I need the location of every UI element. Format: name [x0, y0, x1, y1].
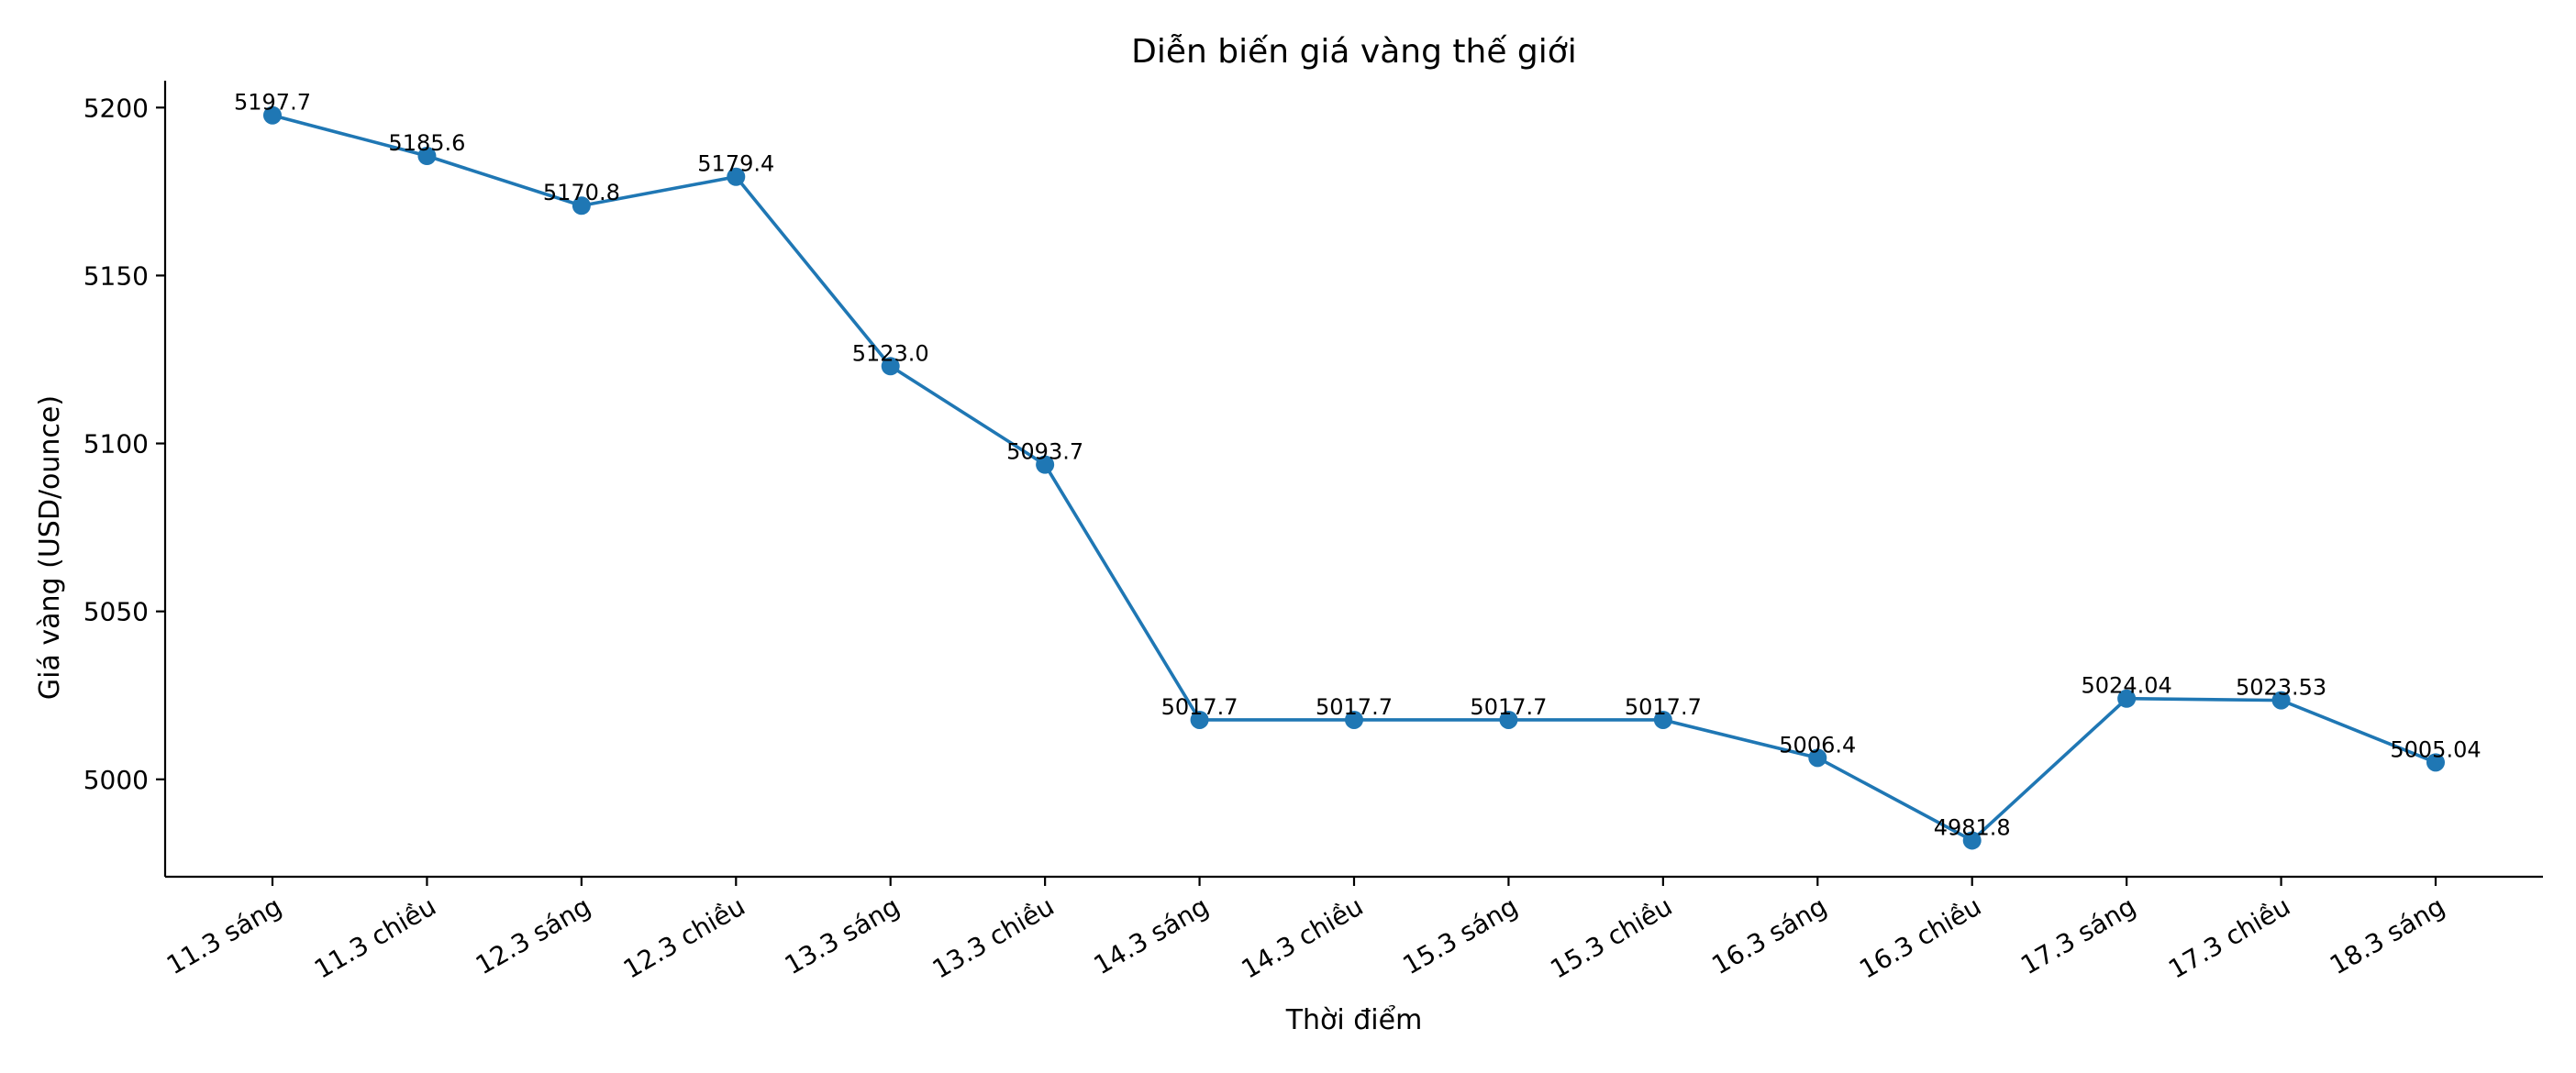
x-tick-label: 18.3 sáng [2325, 890, 2449, 980]
data-label: 5123.0 [852, 340, 929, 366]
data-point [2271, 691, 2291, 710]
data-label: 5017.7 [1470, 694, 1547, 720]
y-tick-label: 5050 [83, 597, 149, 627]
data-point [1499, 710, 1518, 729]
x-tick-label: 13.3 sáng [780, 890, 905, 980]
y-tick-label: 5000 [83, 765, 149, 795]
y-tick-label: 5150 [83, 260, 149, 291]
x-tick-label: 14.3 sáng [1089, 890, 1214, 980]
x-tick-label: 16.3 sáng [1706, 890, 1831, 980]
data-point [1036, 455, 1055, 474]
data-label: 5179.4 [697, 151, 774, 177]
data-label: 5017.7 [1161, 694, 1238, 720]
y-tick-label: 5100 [83, 429, 149, 459]
x-tick-label: 15.3 sáng [1397, 890, 1522, 980]
x-tick-label: 14.3 chiều [1237, 890, 1369, 984]
data-point [1653, 710, 1672, 729]
x-tick-label: 17.3 chiều [2163, 890, 2295, 984]
data-point [2426, 753, 2445, 772]
chart-title: Diễn biến giá vàng thế giới [1131, 33, 1577, 71]
data-label: 5185.6 [388, 130, 465, 156]
data-point [881, 357, 900, 376]
data-point [1962, 831, 1982, 850]
data-point [572, 196, 591, 216]
data-label: 5017.7 [1625, 694, 1702, 720]
data-label: 5170.8 [543, 180, 620, 205]
y-axis-title: Giá vàng (USD/ounce) [34, 395, 66, 700]
data-label: 5005.04 [2390, 736, 2481, 762]
data-label: 4981.8 [1934, 814, 2011, 840]
x-tick-label: 12.3 sáng [471, 890, 595, 980]
data-point [1190, 710, 1209, 729]
x-tick-label: 11.3 chiều [309, 890, 441, 984]
data-label: 5017.7 [1316, 694, 1393, 720]
x-tick-label: 12.3 chiều [618, 890, 750, 984]
data-point [727, 167, 746, 186]
data-label: 5006.4 [1779, 732, 1856, 758]
data-label: 5197.7 [234, 90, 311, 116]
x-tick-label: 15.3 chiều [1545, 890, 1677, 984]
data-label: 5023.53 [2236, 675, 2326, 701]
x-tick-label: 11.3 sáng [161, 890, 286, 980]
data-point [1808, 748, 1827, 768]
x-tick-label: 17.3 sáng [2015, 890, 2140, 980]
x-tick-label: 16.3 chiều [1854, 890, 1986, 984]
x-tick-label: 13.3 chiều [927, 890, 1060, 984]
series-line [272, 113, 2437, 843]
data-point [2117, 689, 2137, 708]
data-label: 5093.7 [1006, 439, 1083, 465]
data-label: 5024.04 [2082, 673, 2172, 699]
data-point [417, 147, 437, 166]
x-axis-title: Thời điểm [1285, 1003, 1423, 1036]
y-tick-label: 5200 [83, 93, 149, 123]
data-point [263, 105, 282, 125]
plot-area: 5000 5050 5100 5150 5200 11.3 sáng 11.3 chiều 1… [83, 81, 2543, 985]
data-point [1345, 710, 1363, 729]
